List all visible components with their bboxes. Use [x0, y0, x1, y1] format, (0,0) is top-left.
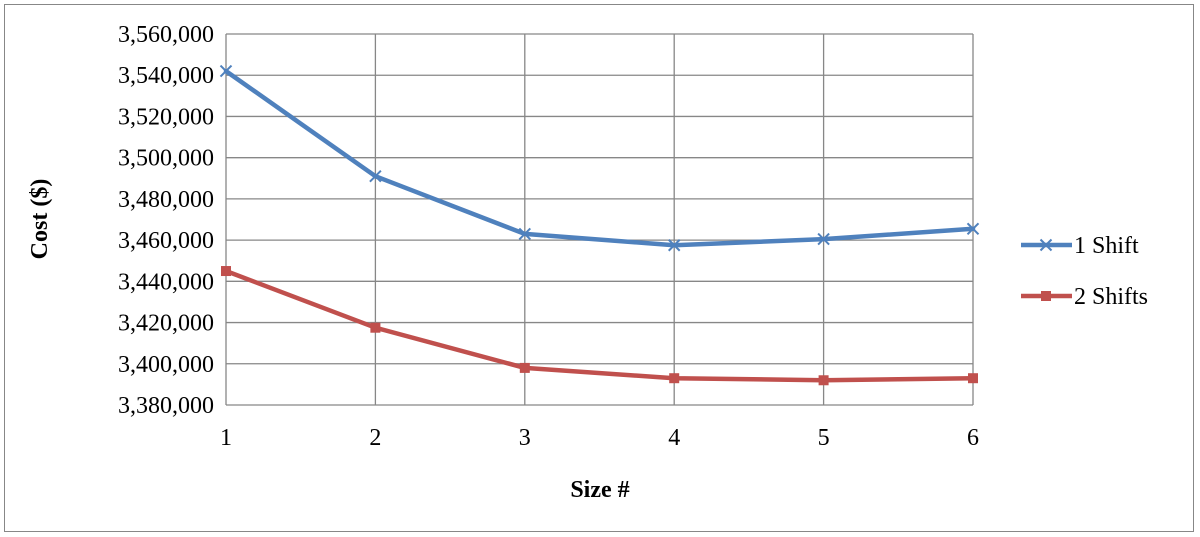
data-point: [818, 375, 829, 386]
data-point: [518, 227, 532, 241]
x-tick-label: 3: [519, 425, 531, 451]
data-point: [968, 373, 978, 384]
series-1: [219, 64, 980, 252]
data-point: [369, 170, 382, 183]
grid-lines: [225, 33, 974, 406]
legend-entry: 1 Shift: [1021, 233, 1139, 259]
x-axis-ticks: 1 2 3 4 5 6: [220, 425, 979, 451]
data-point: [219, 64, 233, 78]
data-point: [519, 362, 530, 373]
y-axis-ticks: 3,380,000 3,400,000 3,420,000 3,440,000 3,46…: [118, 22, 214, 419]
x-tick-label: 2: [369, 425, 381, 451]
legend-label: 1 Shift: [1074, 233, 1139, 259]
y-tick-label: 3,480,000: [118, 187, 214, 213]
y-axis-title: Cost ($): [27, 179, 53, 260]
y-tick-label: 3,500,000: [118, 146, 214, 172]
x-tick-label: 5: [818, 425, 830, 451]
chart-frame: [4, 4, 1194, 532]
data-point: [817, 232, 830, 246]
y-tick-label: 3,380,000: [118, 393, 214, 419]
data-point: [966, 222, 980, 235]
data-point: [370, 322, 381, 333]
x-tick-label: 4: [668, 425, 680, 451]
legend-marker: [1039, 238, 1053, 252]
series-lines: [219, 64, 980, 386]
y-tick-label: 3,420,000: [118, 311, 214, 337]
y-tick-label: 3,440,000: [118, 269, 214, 295]
legend-label: 2 Shifts: [1074, 284, 1148, 310]
series-2: [221, 266, 978, 386]
y-tick-label: 3,460,000: [118, 228, 214, 254]
x-tick-label: 6: [967, 425, 979, 451]
y-tick-label: 3,520,000: [118, 104, 214, 130]
legend: 1 Shift 2 Shifts: [1021, 233, 1148, 310]
legend-entry: 2 Shifts: [1021, 284, 1148, 310]
y-tick-label: 3,560,000: [118, 22, 214, 48]
y-tick-label: 3,540,000: [118, 63, 214, 89]
legend-marker: [1041, 291, 1051, 301]
data-point: [669, 373, 680, 384]
data-point: [667, 239, 681, 252]
y-tick-label: 3,400,000: [118, 352, 214, 378]
x-axis-title: Size #: [570, 477, 629, 503]
series-line: [223, 68, 976, 248]
series-line: [223, 268, 976, 383]
data-point: [221, 266, 231, 277]
x-tick-label: 1: [220, 425, 232, 451]
